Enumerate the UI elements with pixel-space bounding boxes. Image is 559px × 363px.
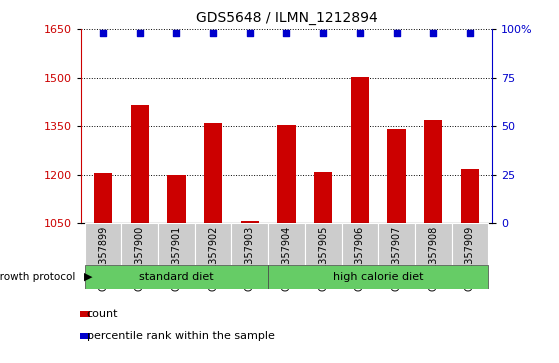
- Bar: [277, 126, 296, 223]
- Bar: [158, 223, 195, 265]
- Text: GSM1357909: GSM1357909: [465, 225, 475, 291]
- Bar: [131, 105, 149, 223]
- Bar: [387, 129, 406, 223]
- Text: standard diet: standard diet: [139, 272, 214, 282]
- Point: [209, 30, 217, 36]
- Point: [282, 30, 291, 36]
- Point: [429, 30, 438, 36]
- Text: percentile rank within the sample: percentile rank within the sample: [87, 331, 274, 341]
- Text: GSM1357900: GSM1357900: [135, 225, 145, 291]
- Bar: [94, 173, 112, 223]
- Bar: [204, 123, 222, 223]
- Bar: [378, 223, 415, 265]
- Bar: [85, 223, 121, 265]
- Bar: [342, 223, 378, 265]
- Text: GSM1357906: GSM1357906: [355, 225, 365, 291]
- Text: GSM1357905: GSM1357905: [318, 225, 328, 291]
- Bar: [314, 172, 333, 223]
- Point: [319, 30, 328, 36]
- Text: GSM1357902: GSM1357902: [208, 225, 218, 291]
- Point: [466, 30, 475, 36]
- Text: GSM1357903: GSM1357903: [245, 225, 255, 291]
- Text: GSM1357904: GSM1357904: [282, 225, 291, 291]
- Point: [172, 30, 181, 36]
- Bar: [415, 223, 452, 265]
- Point: [392, 30, 401, 36]
- Title: GDS5648 / ILMN_1212894: GDS5648 / ILMN_1212894: [196, 11, 377, 25]
- Text: high calorie diet: high calorie diet: [333, 272, 424, 282]
- Bar: [240, 221, 259, 223]
- Bar: [231, 223, 268, 265]
- Text: ▶: ▶: [84, 272, 92, 282]
- Bar: [461, 169, 479, 223]
- Bar: [85, 265, 268, 289]
- Text: GSM1357907: GSM1357907: [391, 225, 401, 291]
- Bar: [305, 223, 342, 265]
- Bar: [452, 223, 488, 265]
- Point: [135, 30, 144, 36]
- Bar: [195, 223, 231, 265]
- Point: [356, 30, 364, 36]
- Text: count: count: [87, 309, 118, 319]
- Text: GSM1357901: GSM1357901: [172, 225, 182, 291]
- Text: GSM1357899: GSM1357899: [98, 225, 108, 291]
- Bar: [424, 120, 442, 223]
- Text: GSM1357908: GSM1357908: [428, 225, 438, 291]
- Bar: [121, 223, 158, 265]
- Point: [98, 30, 107, 36]
- Bar: [268, 265, 488, 289]
- Bar: [167, 175, 186, 223]
- Point: [245, 30, 254, 36]
- Bar: [350, 77, 369, 223]
- Bar: [268, 223, 305, 265]
- Text: growth protocol: growth protocol: [0, 272, 75, 282]
